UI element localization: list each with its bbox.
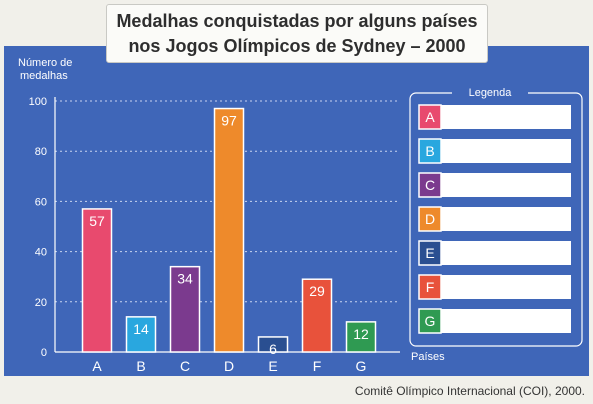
legend-key: E (425, 245, 434, 261)
bar-f (301, 278, 333, 353)
bar-g (345, 321, 377, 353)
y-tick-label: 20 (35, 297, 47, 309)
bar-c (169, 265, 201, 353)
data-label: 6 (269, 341, 277, 357)
legend-entry-field (419, 105, 571, 129)
y-axis-label-line1: Número de (18, 57, 72, 69)
y-tick-label: 40 (35, 247, 47, 259)
bar-b (125, 316, 157, 353)
y-tick-label: 80 (35, 146, 47, 158)
x-tick-label: C (180, 358, 190, 374)
chart-title: Medalhas conquistadas por alguns países … (106, 4, 488, 63)
source-note: Comitê Olímpico Internacional (COI), 200… (354, 384, 585, 398)
y-tick-label: 0 (41, 347, 47, 359)
x-axis-label: Países (411, 351, 445, 363)
legend-swatch-a (418, 104, 442, 130)
data-label: 12 (353, 326, 369, 342)
legend-swatch-g (418, 308, 442, 334)
legend-swatch-f (418, 274, 442, 300)
bar-e (257, 336, 289, 353)
y-axis-label-line2: medalhas (20, 70, 68, 82)
x-tick-label: B (136, 358, 145, 374)
chart-title-line2: nos Jogos Olímpicos de Sydney – 2000 (128, 35, 466, 56)
legend-swatch-c (418, 172, 442, 198)
legend-key: F (426, 279, 435, 295)
legend-swatch-b (418, 138, 442, 164)
bar-a (81, 208, 113, 353)
bar-d (213, 107, 245, 353)
legend-key: G (425, 313, 436, 329)
y-tick-label: 60 (35, 196, 47, 208)
legend-swatch-d (418, 206, 442, 232)
legend-entry-field (419, 139, 571, 163)
legend-entry-field (419, 207, 571, 231)
legend-key: B (425, 143, 434, 159)
x-tick-label: G (356, 358, 367, 374)
legend-key: A (425, 109, 435, 125)
data-label: 34 (177, 271, 193, 287)
legend-title: Legenda (452, 86, 528, 100)
legend-key: D (425, 211, 435, 227)
legend-entry-field (419, 275, 571, 299)
data-label: 29 (309, 283, 325, 299)
data-label: 57 (89, 213, 105, 229)
legend-key: C (425, 177, 435, 193)
chart-title-line1: Medalhas conquistadas por alguns países (116, 10, 478, 31)
legend-entry-field (419, 309, 571, 333)
y-tick-label: 100 (29, 96, 47, 108)
x-tick-label: F (313, 358, 322, 374)
data-label: 97 (221, 113, 237, 129)
legend-swatch-e (418, 240, 442, 266)
x-tick-label: E (268, 358, 277, 374)
data-label: 14 (133, 321, 149, 337)
x-tick-label: A (92, 358, 102, 374)
legend-entry-field (419, 173, 571, 197)
x-tick-label: D (224, 358, 234, 374)
legend-entry-field (419, 241, 571, 265)
